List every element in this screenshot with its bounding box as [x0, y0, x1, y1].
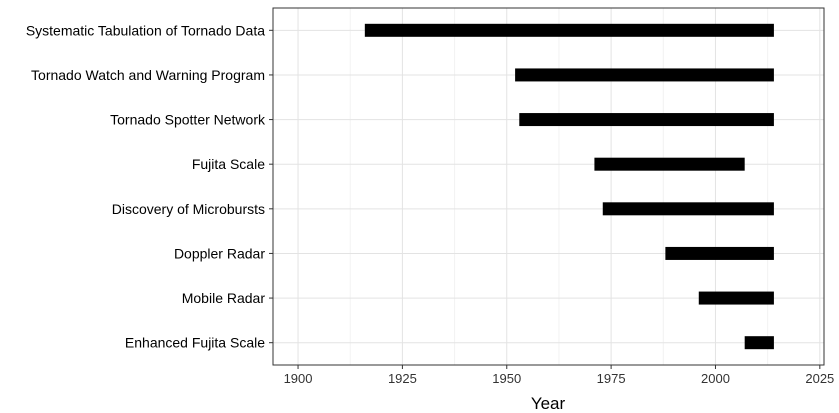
range-bar: [665, 246, 774, 260]
category-label: Doppler Radar: [174, 245, 265, 261]
y-axis: Systematic Tabulation of Tornado Data Tor…: [26, 22, 273, 351]
x-axis: 1900 1925 1950 1975 2000 2025: [284, 365, 834, 386]
x-tick-label: 2025: [805, 371, 834, 386]
category-label: Systematic Tabulation of Tornado Data: [26, 22, 265, 38]
range-bar: [698, 291, 774, 305]
range-bar: [744, 336, 774, 350]
x-axis-title: Year: [531, 394, 566, 413]
category-label: Fujita Scale: [192, 156, 265, 172]
range-bar: [602, 202, 774, 216]
category-label: Mobile Radar: [182, 290, 266, 306]
bars: [364, 23, 774, 350]
x-tick-label: 2000: [701, 371, 730, 386]
range-bar: [364, 23, 774, 37]
plot-panel-border: [272, 7, 825, 366]
major-grid: [273, 8, 824, 365]
x-tick-label: 1950: [492, 371, 521, 386]
category-label: Enhanced Fujita Scale: [125, 335, 265, 351]
x-tick-label: 1975: [597, 371, 626, 386]
x-tick-label: 1925: [388, 371, 417, 386]
x-tick-label: 1900: [284, 371, 313, 386]
range-bar: [519, 113, 774, 127]
category-label: Tornado Watch and Warning Program: [31, 67, 265, 83]
range-bar: [594, 157, 745, 171]
range-bar: [515, 68, 774, 82]
category-label: Tornado Spotter Network: [110, 112, 266, 128]
minor-grid: [349, 8, 769, 365]
category-label: Discovery of Microbursts: [112, 201, 265, 217]
